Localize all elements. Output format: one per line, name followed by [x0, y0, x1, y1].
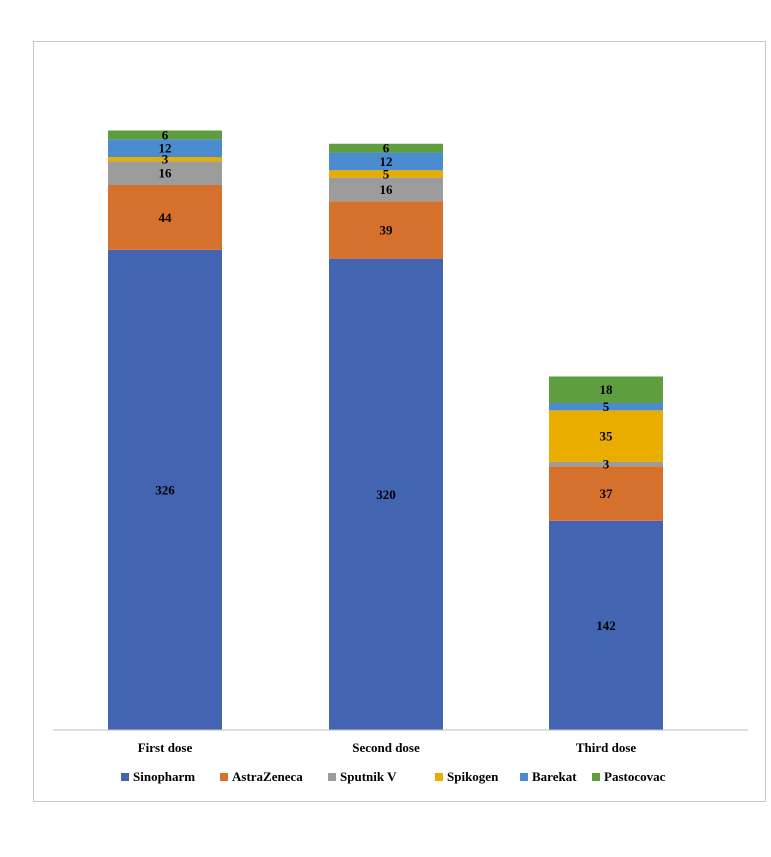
data-label-first-dose-spikogen: 3	[162, 152, 169, 167]
bar-second-dose-barekat	[329, 152, 443, 171]
legend-label-sputnik-v: Sputnik V	[340, 769, 397, 784]
category-labels: First dose Second dose Third dose	[138, 740, 637, 755]
data-label-first-dose-sputnik-v: 16	[159, 166, 173, 181]
bar-first-dose-spikogen	[108, 157, 222, 162]
legend-swatch-astrazeneca	[220, 773, 228, 781]
bar-third-dose-sputnik-v	[549, 461, 663, 467]
bar-third-dose-pastocovac	[549, 376, 663, 403]
legend: Sinopharm AstraZeneca Sputnik V Spikogen Bar…	[121, 769, 666, 784]
data-label-first-dose-astrazeneca: 44	[159, 210, 173, 225]
data-label-third-dose-sputnik-v: 3	[603, 457, 610, 472]
bar-second-dose-spikogen	[329, 170, 443, 178]
data-label-first-dose-pastocovac: 6	[162, 127, 169, 142]
category-label-second-dose: Second dose	[352, 740, 420, 755]
data-label-second-dose-sinopharm: 320	[376, 487, 396, 502]
legend-item-sinopharm: Sinopharm	[121, 769, 195, 784]
bars-layer	[108, 130, 663, 730]
legend-swatch-barekat	[520, 773, 528, 781]
bar-second-dose-pastocovac	[329, 143, 443, 153]
data-label-third-dose-astrazeneca: 37	[600, 486, 614, 501]
bar-first-dose-astrazeneca	[108, 184, 222, 250]
bar-first-dose-pastocovac	[108, 130, 222, 140]
legend-label-spikogen: Spikogen	[447, 769, 499, 784]
data-label-second-dose-pastocovac: 6	[383, 141, 390, 156]
chart-frame: 326 44 16 3 12 6 320 39 16 5 12 6 142 37 3 35 5 18 First …	[33, 41, 766, 802]
legend-label-sinopharm: Sinopharm	[133, 769, 195, 784]
category-label-third-dose: Third dose	[576, 740, 637, 755]
data-label-third-dose-sinopharm: 142	[596, 618, 616, 633]
data-label-third-dose-spikogen: 35	[600, 429, 614, 444]
bar-third-dose-barekat	[549, 402, 663, 411]
bar-second-dose-astrazeneca	[329, 201, 443, 259]
legend-item-sputnik-v: Sputnik V	[328, 769, 397, 784]
legend-swatch-spikogen	[435, 773, 443, 781]
category-label-first-dose: First dose	[138, 740, 193, 755]
bar-third-dose-astrazeneca	[549, 466, 663, 521]
legend-swatch-pastocovac	[592, 773, 600, 781]
data-label-second-dose-astrazeneca: 39	[380, 222, 394, 237]
legend-label-pastocovac: Pastocovac	[604, 769, 666, 784]
data-label-first-dose-barekat: 12	[159, 141, 172, 156]
bar-third-dose-sinopharm	[549, 520, 663, 730]
legend-item-barekat: Barekat	[520, 769, 577, 784]
bar-second-dose-sinopharm	[329, 258, 443, 730]
bar-second-dose-sputnik-v	[329, 177, 443, 202]
bar-first-dose-sputnik-v	[108, 161, 222, 185]
bar-first-dose-barekat	[108, 139, 222, 158]
data-label-second-dose-barekat: 12	[380, 154, 393, 169]
bar-first-dose-sinopharm	[108, 249, 222, 730]
data-label-second-dose-spikogen: 5	[383, 166, 390, 181]
data-label-first-dose-sinopharm: 326	[155, 482, 175, 497]
legend-item-spikogen: Spikogen	[435, 769, 499, 784]
legend-item-astrazeneca: AstraZeneca	[220, 769, 303, 784]
data-label-third-dose-pastocovac: 18	[600, 382, 614, 397]
legend-item-pastocovac: Pastocovac	[592, 769, 666, 784]
legend-label-barekat: Barekat	[532, 769, 577, 784]
legend-swatch-sputnik-v	[328, 773, 336, 781]
legend-label-astrazeneca: AstraZeneca	[232, 769, 303, 784]
bar-third-dose-spikogen	[549, 410, 663, 462]
legend-swatch-sinopharm	[121, 773, 129, 781]
data-label-third-dose-barekat: 5	[603, 399, 610, 414]
data-label-second-dose-sputnik-v: 16	[380, 182, 394, 197]
